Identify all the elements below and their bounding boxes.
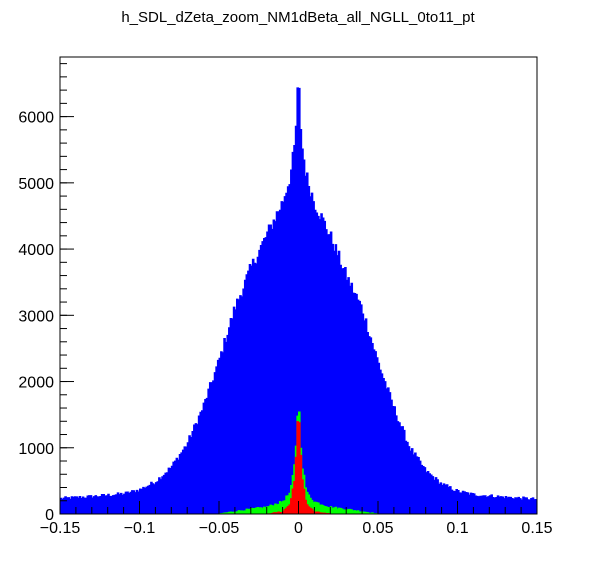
x-tick-label: 0: [294, 520, 303, 537]
y-tick-label: 6000: [18, 110, 54, 127]
y-tick-label: 0: [45, 507, 54, 524]
y-tick-label: 1000: [18, 441, 54, 458]
series-0-bars: [59, 87, 538, 515]
plot-title: h_SDL_dZeta_zoom_NM1dBeta_all_NGLL_0to11…: [121, 9, 475, 26]
x-tick-label: −0.15: [40, 520, 81, 537]
y-tick-label: 2000: [18, 375, 54, 392]
axes: −0.15 −0.1 −0.05 0 0.05 0.1 0.15 0 1000 2000 3000 4…: [18, 63, 553, 537]
x-tick-label: 0.15: [521, 520, 552, 537]
x-tick-label: −0.05: [199, 520, 240, 537]
y-tick-label: 3000: [18, 308, 54, 325]
y-tick-label: 4000: [18, 242, 54, 259]
x-tick-label: −0.1: [124, 520, 156, 537]
histogram-bins: [59, 87, 538, 515]
x-tick-label: 0.1: [446, 520, 468, 537]
y-tick-label: 5000: [18, 176, 54, 193]
x-tick-label: 0.05: [362, 520, 393, 537]
